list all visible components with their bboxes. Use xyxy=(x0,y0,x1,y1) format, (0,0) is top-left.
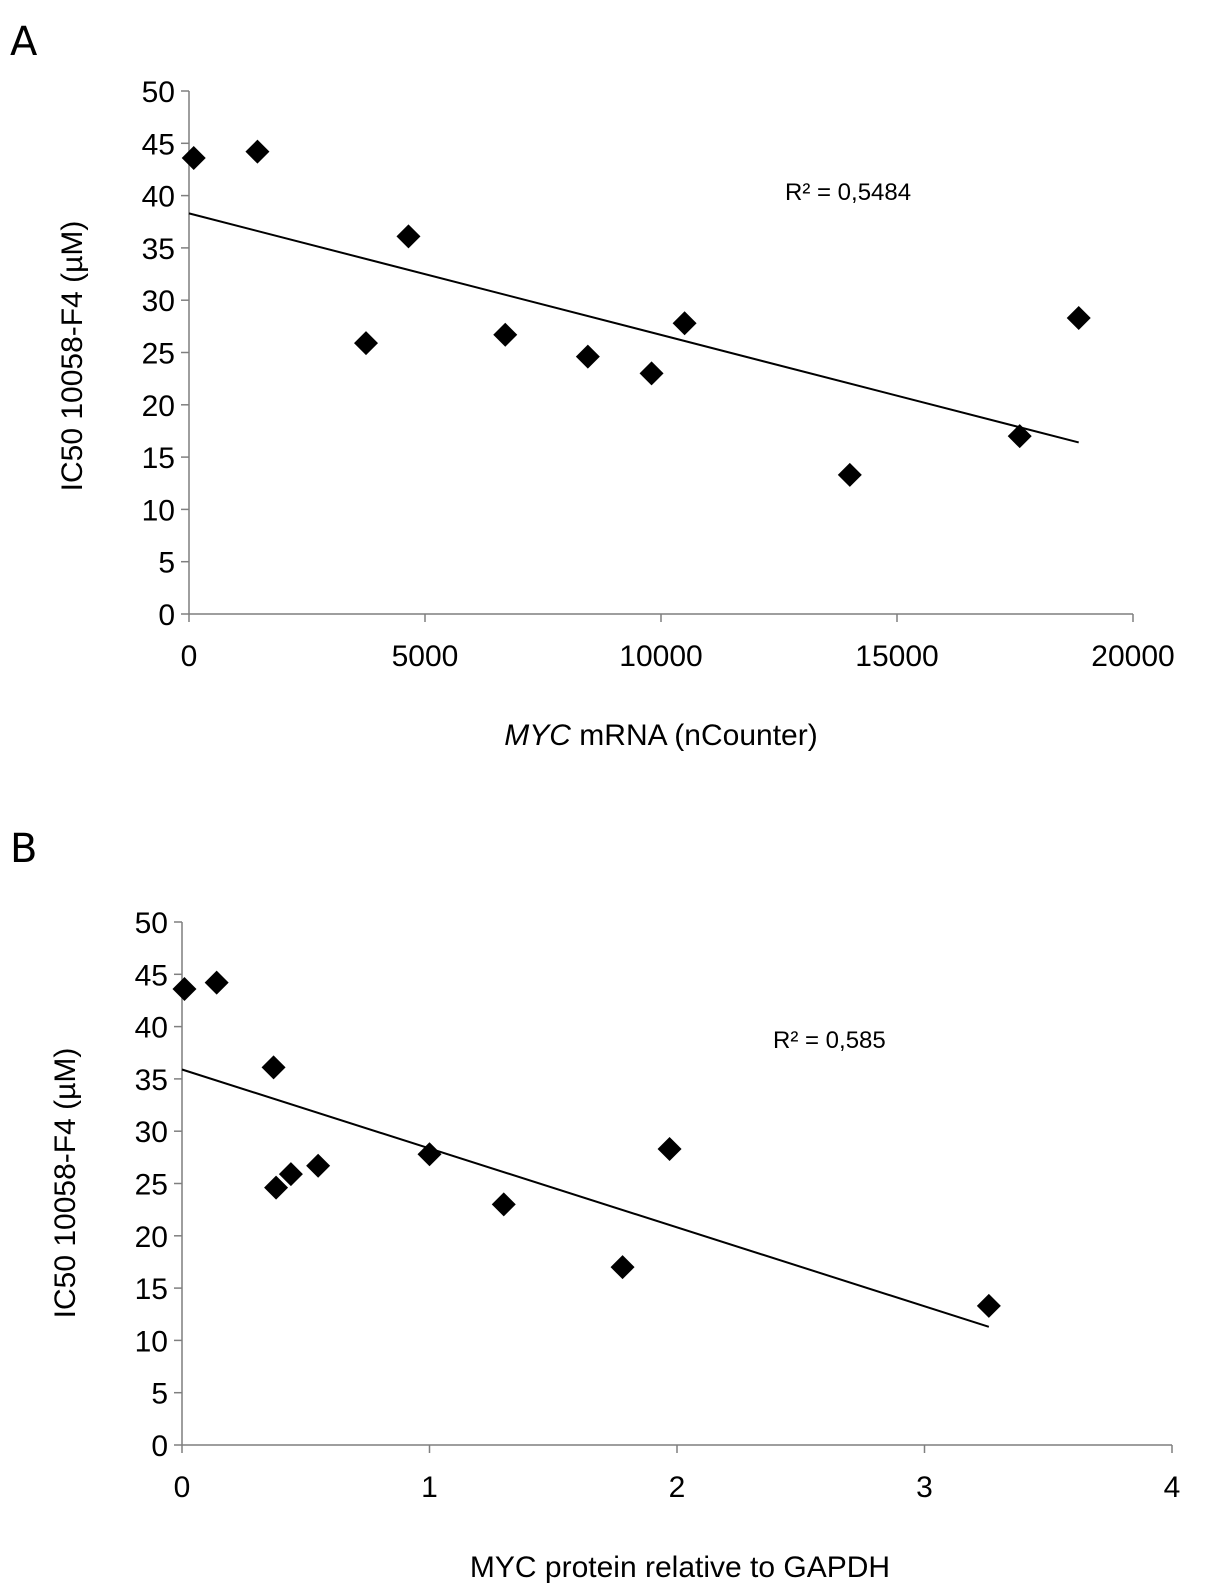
data-point xyxy=(245,139,270,164)
panel-b-y-axis-title: IC50 10058-F4 (µM) xyxy=(49,1048,82,1319)
data-point xyxy=(610,1255,635,1280)
y-tick-label: 35 xyxy=(135,1064,168,1097)
panel-a-letter: A xyxy=(10,19,38,65)
panel-a-trendline xyxy=(188,212,1079,444)
panel-a-x-axis-title-italic: MYC xyxy=(504,719,571,752)
x-tick-label: 5000 xyxy=(392,640,459,673)
data-point xyxy=(657,1136,682,1161)
panel-b-y-ticks: 0 5 10 15 20 25 30 35 40 45 50 xyxy=(135,907,182,1463)
y-tick-label: 0 xyxy=(151,1430,168,1463)
x-tick-label: 0 xyxy=(181,640,198,673)
panel-a: A 0 5 10 15 20 25 30 35 40 45 50 0 5000 10000 15000 20… xyxy=(10,19,1175,752)
data-point xyxy=(672,311,697,336)
panel-b-r2-label: R² = 0,585 xyxy=(773,1027,886,1054)
data-point xyxy=(204,970,229,995)
y-tick-label: 45 xyxy=(142,128,175,161)
y-tick-label: 15 xyxy=(142,442,175,475)
data-point xyxy=(354,331,378,356)
y-tick-label: 50 xyxy=(135,907,168,940)
panel-a-x-axis-title: MYC mRNA (nCounter) xyxy=(504,719,817,752)
x-tick-label: 4 xyxy=(1164,1471,1181,1504)
data-point xyxy=(1007,424,1032,449)
data-point xyxy=(493,322,518,347)
panel-a-y-ticks: 0 5 10 15 20 25 30 35 40 45 50 xyxy=(142,76,189,632)
panel-b-x-axis-title: MYC protein relative to GAPDH xyxy=(470,1551,890,1584)
data-point xyxy=(264,1175,289,1200)
y-tick-label: 25 xyxy=(135,1169,168,1202)
data-point xyxy=(417,1142,442,1167)
data-point xyxy=(172,976,197,1001)
panel-b-trendline xyxy=(181,1068,990,1328)
panel-a-axes xyxy=(188,91,1133,615)
data-point xyxy=(181,145,206,170)
y-tick-label: 5 xyxy=(151,1378,168,1411)
data-point xyxy=(976,1293,1001,1318)
data-point xyxy=(575,344,600,369)
x-tick-label: 0 xyxy=(174,1471,191,1504)
y-tick-label: 45 xyxy=(135,959,168,992)
data-point xyxy=(278,1162,303,1187)
x-tick-label: 20000 xyxy=(1091,640,1174,673)
y-tick-label: 20 xyxy=(142,390,175,423)
data-point xyxy=(491,1192,516,1217)
x-tick-label: 3 xyxy=(916,1471,933,1504)
panel-a-x-ticks: 0 5000 10000 15000 20000 xyxy=(181,614,1175,673)
panel-b-x-axis-title-rest: MYC protein relative to GAPDH xyxy=(470,1551,890,1584)
y-tick-label: 15 xyxy=(135,1273,168,1306)
data-point xyxy=(1066,305,1091,330)
x-tick-label: 1 xyxy=(421,1471,438,1504)
data-point xyxy=(837,462,862,487)
y-tick-label: 40 xyxy=(142,181,175,214)
y-tick-label: 35 xyxy=(142,233,175,266)
y-tick-label: 30 xyxy=(142,285,175,318)
y-tick-label: 5 xyxy=(158,547,175,580)
panel-b-points xyxy=(172,970,1001,1318)
y-tick-label: 20 xyxy=(135,1221,168,1254)
panel-b-axes xyxy=(181,922,1172,1446)
panel-b-letter: B xyxy=(10,826,37,872)
panel-a-r2-label: R² = 0,5484 xyxy=(785,179,911,206)
x-tick-label: 2 xyxy=(669,1471,686,1504)
panel-a-points xyxy=(181,139,1091,487)
y-tick-label: 40 xyxy=(135,1012,168,1045)
x-tick-label: 10000 xyxy=(619,640,702,673)
panel-b-x-ticks: 0 1 2 3 4 xyxy=(174,1445,1181,1504)
x-tick-label: 15000 xyxy=(855,640,938,673)
data-point xyxy=(639,361,664,386)
y-tick-label: 25 xyxy=(142,338,175,371)
y-tick-label: 10 xyxy=(142,494,175,527)
y-tick-label: 50 xyxy=(142,76,175,109)
data-point xyxy=(396,224,421,249)
data-point xyxy=(261,1055,286,1080)
y-tick-label: 30 xyxy=(135,1116,168,1149)
y-tick-label: 0 xyxy=(158,599,175,632)
y-tick-label: 10 xyxy=(135,1325,168,1358)
data-point xyxy=(306,1153,331,1178)
panel-a-y-axis-title: IC50 10058-F4 (µM) xyxy=(56,221,89,492)
panel-a-x-axis-title-rest: mRNA (nCounter) xyxy=(571,719,818,752)
